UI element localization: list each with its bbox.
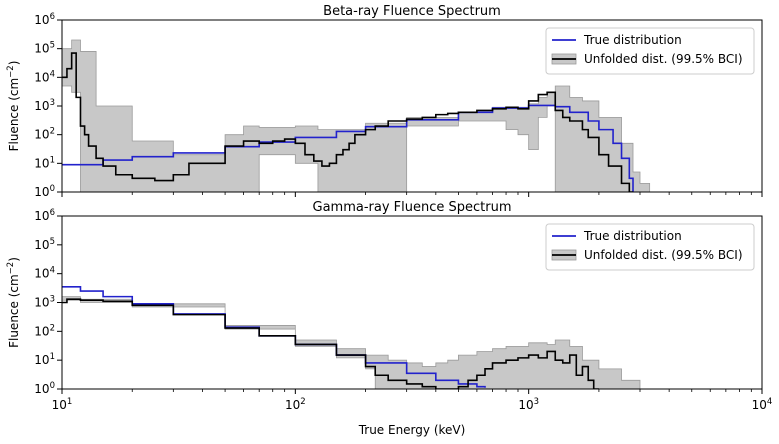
legend-box	[545, 27, 755, 75]
legend-box	[545, 223, 755, 271]
plot-area	[62, 286, 641, 389]
y-tick-label: 105	[34, 237, 55, 252]
chart-title: Gamma-ray Fluence Spectrum	[313, 200, 512, 215]
plot-area	[62, 39, 651, 192]
beta-ray-panel: 100 101 102 103 104 105 106 Beta-ray Fluence Sp…	[6, 4, 763, 199]
x-tick-label: 101	[52, 397, 73, 412]
y-tick-label: 105	[34, 41, 55, 56]
credible-interval-band	[62, 296, 641, 389]
legend: True distribution Unfolded dist. (99.5% B…	[545, 27, 755, 75]
legend-true-label: True distribution	[583, 33, 682, 47]
y-tick-label: 103	[34, 295, 55, 310]
y-tick-label: 104	[34, 266, 55, 281]
unfolded-distribution-line	[62, 52, 634, 192]
x-tick-label: 104	[752, 397, 773, 412]
y-tick-label: 106	[34, 208, 55, 223]
y-tick-label: 102	[34, 323, 55, 338]
y-tick-label: 101	[34, 352, 55, 367]
unfolded-distribution-line	[62, 298, 599, 389]
y-axis-label: Fluence (cm−2)	[6, 257, 21, 348]
y-tick-label: 103	[34, 98, 55, 113]
x-tick-label: 102	[285, 397, 306, 412]
legend-true-label: True distribution	[583, 229, 682, 243]
chart-title: Beta-ray Fluence Spectrum	[323, 4, 501, 19]
legend-unfolded-label: Unfolded dist. (99.5% BCI)	[584, 52, 743, 66]
y-tick-label: 102	[34, 127, 55, 142]
legend: True distribution Unfolded dist. (99.5% B…	[545, 223, 755, 271]
y-axis-label: Fluence (cm−2)	[6, 61, 21, 152]
x-axis-label: True Energy (keV)	[358, 423, 466, 437]
y-tick-label: 106	[34, 12, 55, 27]
y-tick-label: 104	[34, 69, 55, 84]
y-tick-label: 100	[34, 381, 55, 396]
y-tick-label: 101	[34, 155, 55, 170]
legend-unfolded-label: Unfolded dist. (99.5% BCI)	[584, 248, 743, 262]
y-tick-label: 100	[34, 184, 55, 199]
x-tick-label: 103	[518, 397, 539, 412]
